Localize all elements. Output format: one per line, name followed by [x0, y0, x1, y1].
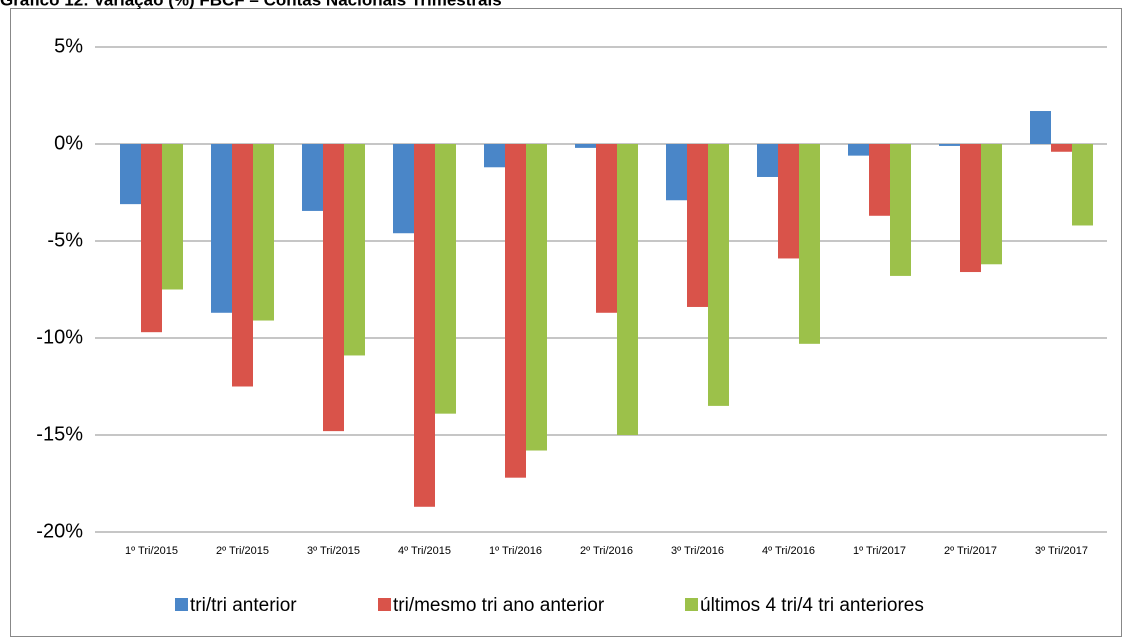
- bar: [344, 144, 365, 356]
- bar: [778, 144, 799, 259]
- bar: [302, 144, 323, 211]
- y-tick-label: -10%: [36, 326, 83, 348]
- legend-label: tri/mesmo tri ano anterior: [393, 595, 605, 616]
- y-tick-label: -15%: [36, 423, 83, 445]
- chart-title: Gráfico 12: Variação (%) FBCF – Contas N…: [0, 0, 502, 9]
- bar: [757, 144, 778, 177]
- legend-swatch: [175, 598, 188, 611]
- legend-swatch: [378, 598, 391, 611]
- bar: [981, 144, 1002, 265]
- bar: [414, 144, 435, 507]
- y-tick-label: 5%: [54, 35, 83, 57]
- bar: [799, 144, 820, 344]
- legend-label: tri/tri anterior: [190, 595, 297, 616]
- bar: [1051, 144, 1072, 152]
- bar: [323, 144, 344, 432]
- bar: [141, 144, 162, 333]
- bar: [617, 144, 638, 435]
- bar: [1072, 144, 1093, 226]
- x-tick-label: 4º Tri/2015: [398, 545, 451, 557]
- x-tick-label: 1º Tri/2015: [125, 545, 178, 557]
- x-tick-label: 1º Tri/2017: [853, 545, 906, 557]
- x-tick-label: 2º Tri/2015: [216, 545, 269, 557]
- bar: [120, 144, 141, 205]
- x-tick-label: 3º Tri/2015: [307, 545, 360, 557]
- y-tick-label: -5%: [47, 229, 83, 251]
- bar: [687, 144, 708, 307]
- chart-frame: [10, 8, 1122, 637]
- bar: [666, 144, 687, 201]
- bar: [232, 144, 253, 387]
- bar: [393, 144, 414, 234]
- y-tick-label: -20%: [36, 520, 83, 542]
- bar: [253, 144, 274, 321]
- x-tick-label: 1º Tri/2016: [489, 545, 542, 557]
- bar: [211, 144, 232, 313]
- bar: [869, 144, 890, 216]
- bar: [708, 144, 729, 406]
- bar: [939, 144, 960, 146]
- y-tick-label: 0%: [54, 132, 83, 154]
- bar: [505, 144, 526, 478]
- bar: [596, 144, 617, 313]
- bar: [526, 144, 547, 451]
- bar: [890, 144, 911, 276]
- bar: [848, 144, 869, 156]
- legend-label: últimos 4 tri/4 tri anteriores: [700, 595, 924, 616]
- bar: [960, 144, 981, 273]
- x-tick-label: 2º Tri/2017: [944, 545, 997, 557]
- bar: [484, 144, 505, 168]
- x-tick-label: 4º Tri/2016: [762, 545, 815, 557]
- bar: [1030, 111, 1051, 144]
- x-tick-label: 2º Tri/2016: [580, 545, 633, 557]
- bar: [435, 144, 456, 414]
- x-tick-label: 3º Tri/2016: [671, 545, 724, 557]
- bar: [162, 144, 183, 290]
- x-tick-label: 3º Tri/2017: [1035, 545, 1088, 557]
- bar: [575, 144, 596, 148]
- legend-swatch: [685, 598, 698, 611]
